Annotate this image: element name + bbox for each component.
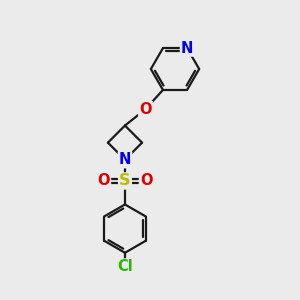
Text: N: N (119, 152, 131, 167)
Text: O: O (140, 173, 152, 188)
Text: O: O (98, 173, 110, 188)
Text: Cl: Cl (117, 260, 133, 274)
Text: O: O (139, 102, 152, 117)
Text: S: S (119, 173, 131, 188)
Text: N: N (181, 40, 193, 56)
